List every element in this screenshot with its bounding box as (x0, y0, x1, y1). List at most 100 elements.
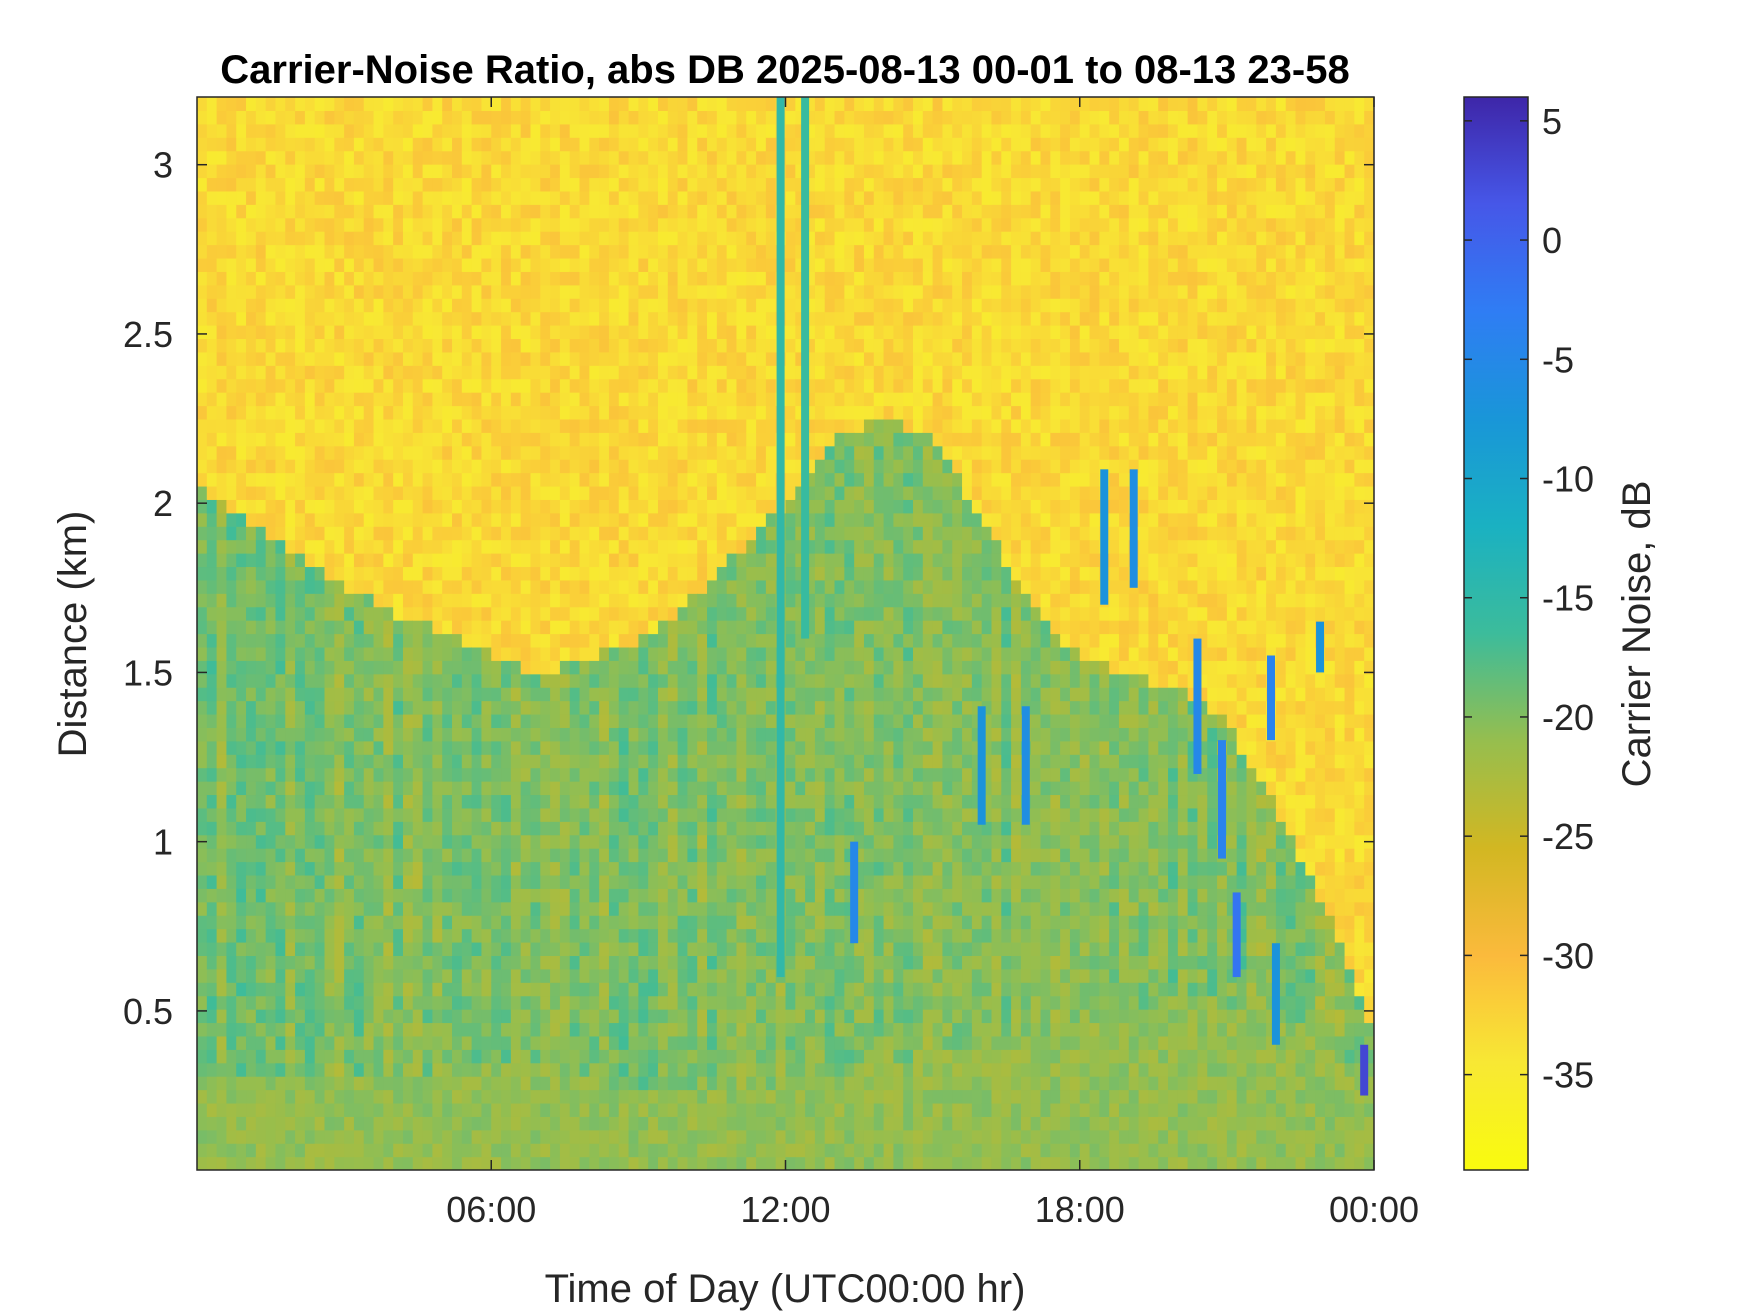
heatmap-cell (304, 1049, 316, 1064)
heatmap-cell (756, 727, 767, 742)
heatmap-cell (765, 378, 777, 393)
heatmap-cell (716, 982, 728, 997)
heatmap-cell (461, 338, 473, 353)
heatmap-cell (402, 365, 414, 380)
heatmap-cell (667, 901, 679, 916)
heatmap-cell (246, 821, 257, 836)
heatmap-cell (491, 190, 502, 205)
heatmap-cell (550, 713, 561, 728)
heatmap-cell (599, 311, 610, 326)
heatmap-cell (657, 392, 669, 407)
heatmap-cell (618, 1089, 630, 1104)
heatmap-cell (569, 1089, 581, 1104)
heatmap-cell (393, 110, 404, 125)
heatmap-cell (265, 1156, 277, 1170)
heatmap-cell (707, 754, 718, 769)
heatmap-cell (324, 204, 335, 219)
heatmap-cell (657, 526, 669, 541)
heatmap-cell (314, 700, 326, 715)
heatmap-cell (716, 150, 728, 165)
heatmap-cell (442, 472, 453, 487)
heatmap-cell (687, 459, 698, 474)
heatmap-cell (353, 1143, 365, 1158)
heatmap-cell (393, 190, 404, 205)
heatmap-cell (756, 539, 767, 554)
heatmap-cell (491, 834, 502, 849)
heatmap-cell (716, 432, 728, 447)
heatmap-cell (226, 526, 237, 541)
heatmap-cell (618, 888, 630, 903)
heatmap-cell (197, 713, 208, 728)
heatmap-cell (226, 177, 237, 192)
heatmap-cell (628, 137, 639, 152)
heatmap-cell (275, 351, 286, 366)
heatmap-cell (314, 405, 326, 420)
heatmap-cell (707, 445, 718, 460)
heatmap-cell (481, 700, 492, 715)
heatmap-cell (501, 1129, 512, 1144)
heatmap-cell (618, 512, 630, 527)
heatmap-cell (756, 418, 767, 433)
heatmap-cell (353, 606, 365, 621)
heatmap-cell (540, 217, 551, 232)
heatmap-cell (353, 351, 365, 366)
heatmap-cell (324, 137, 335, 152)
heatmap-cell (657, 553, 669, 568)
heatmap-cell (648, 673, 659, 688)
heatmap-cell (197, 767, 208, 782)
heatmap-cell (775, 995, 787, 1010)
heatmap-cell (393, 338, 404, 353)
heatmap-cell (461, 190, 473, 205)
heatmap-cell (501, 526, 512, 541)
heatmap-cell (628, 566, 639, 581)
heatmap-cell (265, 244, 277, 259)
heatmap-cell (746, 620, 757, 635)
heatmap-cell (383, 97, 394, 112)
heatmap-cell (432, 459, 443, 474)
heatmap-cell (716, 472, 728, 487)
heatmap-cell (206, 874, 218, 889)
heatmap-cell (707, 378, 718, 393)
heatmap-cell (628, 244, 639, 259)
heatmap-cell (795, 311, 806, 326)
heatmap-cell (697, 928, 708, 943)
heatmap-cell (726, 915, 738, 930)
heatmap-cell (628, 231, 639, 246)
heatmap-cell (402, 137, 414, 152)
heatmap-cell (579, 123, 590, 138)
heatmap-cell (756, 620, 767, 635)
heatmap-cell (363, 459, 375, 474)
heatmap-cell (589, 311, 600, 326)
heatmap-cell (726, 137, 738, 152)
heatmap-cell (785, 204, 796, 219)
heatmap-cell (677, 325, 689, 340)
heatmap-cell (471, 700, 483, 715)
heatmap-cell (559, 445, 571, 460)
heatmap-cell (736, 1009, 747, 1024)
heatmap-cell (197, 861, 208, 876)
heatmap-cell (765, 217, 777, 232)
heatmap-cell (805, 941, 816, 956)
heatmap-cell (746, 1089, 757, 1104)
heatmap-cell (579, 164, 590, 179)
heatmap-cell (314, 633, 326, 648)
heatmap-cell (736, 1062, 747, 1077)
heatmap-cell (197, 311, 208, 326)
heatmap-cell (344, 633, 355, 648)
heatmap-cell (510, 164, 522, 179)
heatmap-cell (197, 499, 208, 514)
heatmap-cell (432, 1009, 443, 1024)
heatmap-cell (726, 284, 738, 299)
heatmap-cell (383, 700, 394, 715)
heatmap-cell (667, 727, 679, 742)
heatmap-cell (373, 499, 384, 514)
heatmap-cell (295, 646, 306, 661)
heatmap-cell (697, 392, 708, 407)
heatmap-cell (432, 740, 443, 755)
heatmap-cell (716, 1076, 728, 1091)
heatmap-cell (707, 1129, 718, 1144)
heatmap-cell (344, 378, 355, 393)
heatmap-cell (716, 848, 728, 863)
heatmap-cell (795, 915, 806, 930)
heatmap-cell (206, 566, 218, 581)
